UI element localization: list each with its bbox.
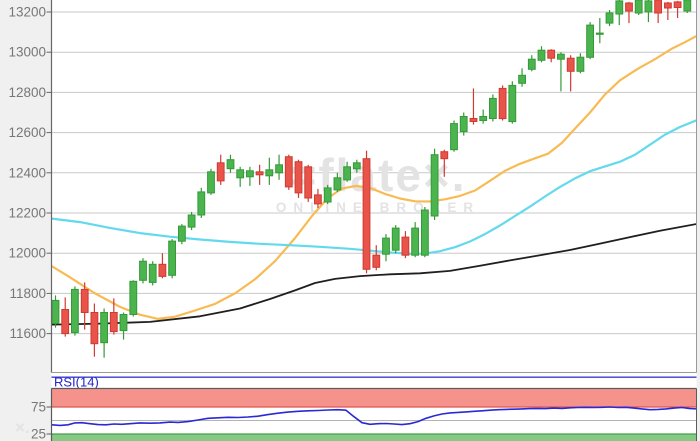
candle-body	[294, 161, 303, 194]
candle-body	[178, 225, 186, 242]
price-frame-layer	[50, 0, 697, 378]
candle-body	[537, 49, 546, 61]
candle-body	[265, 169, 274, 177]
candles-layer	[51, 0, 692, 358]
candle-body	[634, 0, 643, 14]
y-axis-label: 12400	[8, 165, 46, 180]
panel-gap-background	[51, 372, 697, 389]
ma-fast-orange-line	[51, 34, 697, 320]
candle-body	[158, 263, 167, 277]
y-axis-label: 13200	[8, 5, 46, 20]
candle-body	[333, 177, 342, 191]
candle-body	[527, 58, 536, 70]
moving-average-layer	[51, 34, 697, 326]
candle-body	[508, 84, 517, 123]
candle-body	[411, 227, 420, 256]
candle-body	[654, 0, 663, 14]
candle-body	[566, 57, 575, 72]
rsi-indicator-label: RSI(14)	[54, 375, 99, 390]
candle-body	[314, 194, 322, 205]
y-axis-label: 12800	[8, 85, 46, 100]
candle-body	[430, 154, 439, 217]
rsi-overbought-band	[51, 389, 697, 407]
candle-body	[625, 2, 633, 12]
candle-body	[236, 169, 245, 179]
price-plot-background	[51, 0, 697, 373]
flatex-watermark-logo: =flate×.	[289, 149, 466, 201]
y-axis-label: 11600	[9, 326, 46, 341]
candle-body	[498, 87, 507, 120]
candle-body	[586, 24, 595, 58]
candle-body	[644, 0, 653, 13]
candle-body	[109, 312, 118, 333]
candle-body	[391, 227, 400, 251]
candle-body	[372, 254, 381, 268]
y-axis-label: 12600	[8, 125, 46, 140]
candle-body	[421, 209, 429, 256]
ma-slow-black-line	[51, 223, 697, 326]
rsi-axis-label: 75	[31, 400, 46, 415]
candle-body	[304, 166, 313, 199]
corner-watermark: ×.	[15, 418, 30, 437]
candle-body	[664, 2, 672, 9]
candle-body	[352, 162, 361, 170]
candle-body	[71, 288, 79, 334]
candle-body	[605, 12, 614, 24]
candle-body	[255, 171, 264, 176]
y-axis-label: 12200	[8, 206, 46, 221]
ma-mid-cyan-line	[51, 119, 697, 255]
candle-body	[450, 123, 458, 151]
candle-body	[440, 151, 449, 160]
candle-body	[275, 164, 284, 174]
candle-body	[518, 74, 527, 84]
candle-body	[382, 237, 390, 255]
candle-body	[100, 312, 108, 344]
candle-body	[547, 49, 556, 59]
candle-body	[197, 191, 206, 216]
y-axis-label: 12000	[8, 246, 46, 261]
candle-body	[489, 97, 497, 120]
candle-body	[362, 158, 371, 270]
rsi-axis-label: 25	[31, 427, 46, 441]
candle-body	[148, 263, 157, 283]
candle-body	[216, 162, 225, 182]
candle-body	[284, 156, 293, 188]
candle-body	[61, 309, 70, 335]
candle-body	[226, 159, 235, 170]
candle-body	[207, 171, 215, 194]
candle-body	[323, 187, 332, 203]
candle-body	[401, 236, 410, 256]
candle-body	[557, 53, 565, 60]
candle-body	[595, 32, 604, 35]
candle-body	[168, 240, 176, 276]
candle-body	[187, 214, 196, 228]
candle-body	[576, 56, 585, 72]
candle-body	[683, 0, 692, 12]
rsi-line	[51, 406, 697, 427]
candle-body	[129, 280, 138, 315]
candle-body	[469, 118, 478, 122]
flatex-watermark-tagline: ONLINE BROKER	[276, 200, 480, 215]
candle-body	[90, 312, 99, 345]
y-axis-label: 11800	[9, 286, 46, 301]
candle-body	[119, 314, 128, 332]
rsi-oversold-band	[51, 434, 697, 441]
candle-body	[139, 260, 147, 281]
candle-body	[673, 1, 682, 8]
rsi-panel-layer: 75 25	[31, 387, 697, 441]
candle-body	[479, 116, 488, 121]
candle-body	[615, 0, 624, 15]
candle-body	[51, 299, 60, 324]
candle-body	[80, 288, 89, 313]
candle-body	[246, 170, 254, 178]
candle-body	[459, 116, 468, 133]
y-axis-label: 13000	[8, 45, 46, 60]
candle-body	[343, 166, 352, 181]
